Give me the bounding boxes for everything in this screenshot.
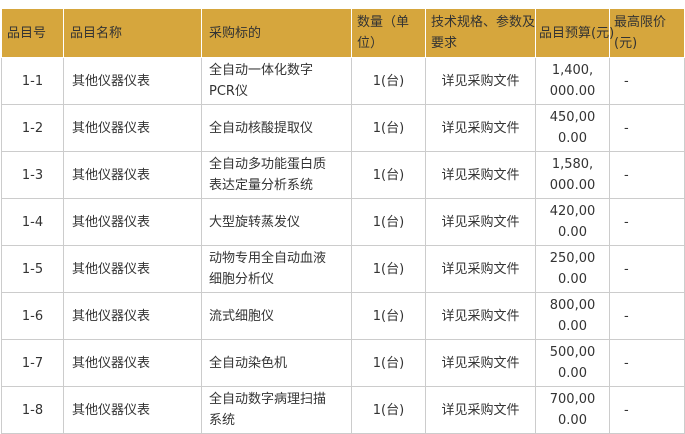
table-row: 1-3 其他仪器仪表 全自动多功能蛋白质表达定量分析系统 1(台) 详见采购文件… xyxy=(1,151,685,199)
cell-item-no: 1-1 xyxy=(1,57,64,105)
col-header-max-price: 最高限价(元) xyxy=(609,8,685,58)
cell-subject: 全自动染色机 xyxy=(201,339,352,387)
cell-item-name: 其他仪器仪表 xyxy=(63,104,202,152)
cell-max-price: - xyxy=(609,386,685,434)
cell-quantity: 1(台) xyxy=(351,339,426,387)
cell-budget: 500,000.00 xyxy=(535,339,610,387)
cell-specs: 详见采购文件 xyxy=(425,104,536,152)
cell-quantity: 1(台) xyxy=(351,57,426,105)
table-row: 1-4 其他仪器仪表 大型旋转蒸发仪 1(台) 详见采购文件 420,000.0… xyxy=(1,198,685,246)
cell-item-no: 1-2 xyxy=(1,104,64,152)
cell-item-no: 1-8 xyxy=(1,386,64,434)
cell-item-name: 其他仪器仪表 xyxy=(63,292,202,340)
cell-subject: 全自动数字病理扫描系统 xyxy=(201,386,352,434)
cell-item-name: 其他仪器仪表 xyxy=(63,151,202,199)
cell-item-no: 1-3 xyxy=(1,151,64,199)
cell-max-price: - xyxy=(609,339,685,387)
cell-max-price: - xyxy=(609,292,685,340)
table-row: 1-8 其他仪器仪表 全自动数字病理扫描系统 1(台) 详见采购文件 700,0… xyxy=(1,386,685,434)
cell-subject: 全自动多功能蛋白质表达定量分析系统 xyxy=(201,151,352,199)
header-row: 品目号 品目名称 采购标的 数量（单位） 技术规格、参数及要求 品目预算(元) … xyxy=(1,8,685,58)
cell-item-no: 1-7 xyxy=(1,339,64,387)
cell-item-no: 1-5 xyxy=(1,245,64,293)
table-row: 1-7 其他仪器仪表 全自动染色机 1(台) 详见采购文件 500,000.00… xyxy=(1,339,685,387)
cell-max-price: - xyxy=(609,57,685,105)
col-header-specs: 技术规格、参数及要求 xyxy=(425,8,536,58)
cell-item-no: 1-4 xyxy=(1,198,64,246)
cell-specs: 详见采购文件 xyxy=(425,386,536,434)
cell-specs: 详见采购文件 xyxy=(425,245,536,293)
cell-specs: 详见采购文件 xyxy=(425,198,536,246)
cell-specs: 详见采购文件 xyxy=(425,292,536,340)
col-header-budget: 品目预算(元) xyxy=(535,8,614,58)
cell-budget: 420,000.00 xyxy=(535,198,610,246)
cell-quantity: 1(台) xyxy=(351,245,426,293)
table-row: 1-6 其他仪器仪表 流式细胞仪 1(台) 详见采购文件 800,000.00 … xyxy=(1,292,685,340)
table-row: 1-5 其他仪器仪表 动物专用全自动血液细胞分析仪 1(台) 详见采购文件 25… xyxy=(1,245,685,293)
cell-budget: 450,000.00 xyxy=(535,104,610,152)
cell-budget: 1,580,000.00 xyxy=(535,151,610,199)
cell-max-price: - xyxy=(609,198,685,246)
cell-subject: 流式细胞仪 xyxy=(201,292,352,340)
cell-subject: 全自动核酸提取仪 xyxy=(201,104,352,152)
cell-max-price: - xyxy=(609,245,685,293)
table-row: 1-2 其他仪器仪表 全自动核酸提取仪 1(台) 详见采购文件 450,000.… xyxy=(1,104,685,152)
cell-quantity: 1(台) xyxy=(351,198,426,246)
table-row: 1-1 其他仪器仪表 全自动一体化数字PCR仪 1(台) 详见采购文件 1,40… xyxy=(1,57,685,105)
col-header-item-name: 品目名称 xyxy=(63,8,202,58)
col-header-subject: 采购标的 xyxy=(201,8,352,58)
col-header-quantity: 数量（单位） xyxy=(351,8,426,58)
cell-budget: 1,400,000.00 xyxy=(535,57,610,105)
cell-budget: 250,000.00 xyxy=(535,245,610,293)
cell-item-name: 其他仪器仪表 xyxy=(63,57,202,105)
cell-quantity: 1(台) xyxy=(351,104,426,152)
col-header-item-no: 品目号 xyxy=(1,8,64,58)
cell-item-name: 其他仪器仪表 xyxy=(63,386,202,434)
cell-budget: 700,000.00 xyxy=(535,386,610,434)
cell-quantity: 1(台) xyxy=(351,292,426,340)
cell-budget: 800,000.00 xyxy=(535,292,610,340)
cell-max-price: - xyxy=(609,151,685,199)
cell-specs: 详见采购文件 xyxy=(425,57,536,105)
cell-quantity: 1(台) xyxy=(351,151,426,199)
cell-item-no: 1-6 xyxy=(1,292,64,340)
cell-item-name: 其他仪器仪表 xyxy=(63,245,202,293)
cell-subject: 全自动一体化数字PCR仪 xyxy=(201,57,352,105)
cell-specs: 详见采购文件 xyxy=(425,151,536,199)
cell-specs: 详见采购文件 xyxy=(425,339,536,387)
cell-subject: 大型旋转蒸发仪 xyxy=(201,198,352,246)
cell-item-name: 其他仪器仪表 xyxy=(63,198,202,246)
cell-max-price: - xyxy=(609,104,685,152)
cell-item-name: 其他仪器仪表 xyxy=(63,339,202,387)
procurement-items-table: 品目号 品目名称 采购标的 数量（单位） 技术规格、参数及要求 品目预算(元) … xyxy=(1,8,685,434)
cell-quantity: 1(台) xyxy=(351,386,426,434)
cell-subject: 动物专用全自动血液细胞分析仪 xyxy=(201,245,352,293)
